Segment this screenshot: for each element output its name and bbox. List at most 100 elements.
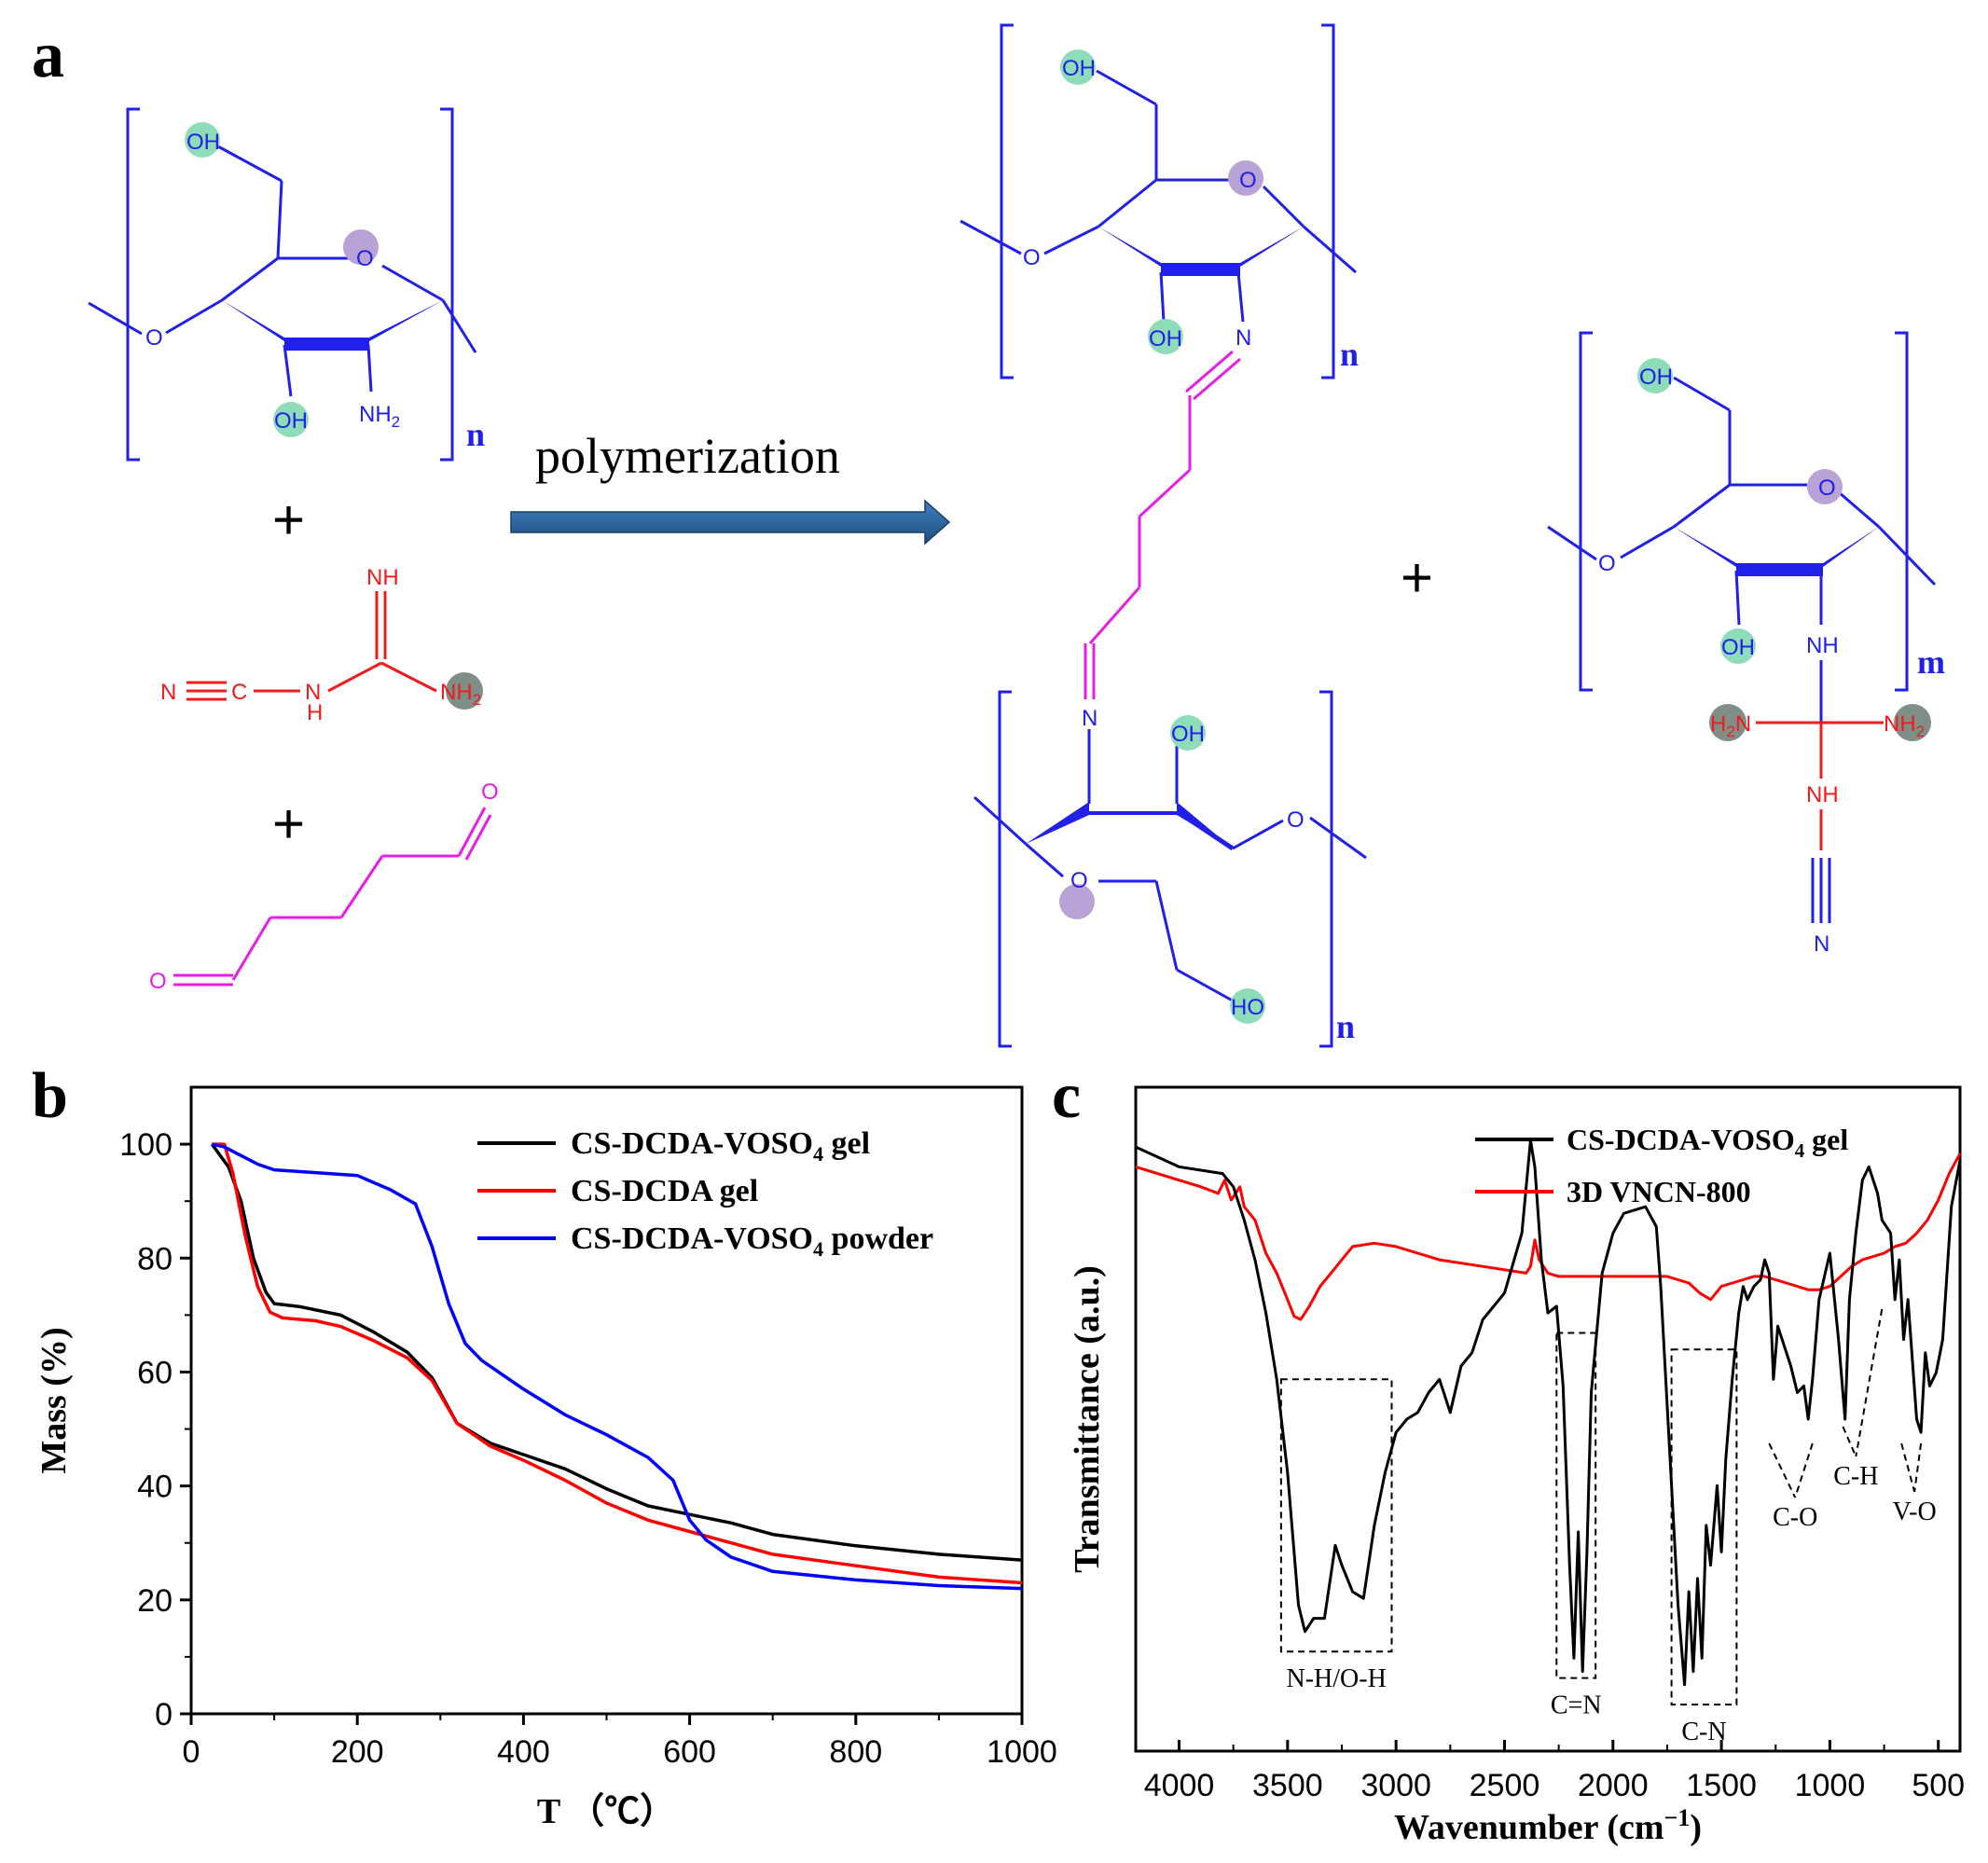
atom-oh: OH — [274, 408, 308, 434]
peak-label: C-O — [1773, 1503, 1817, 1532]
peak-leader-line — [1913, 1442, 1923, 1493]
glutaraldehyde-bridge — [1084, 350, 1241, 699]
x-tick-label: 2500 — [1470, 1768, 1540, 1803]
atom-o: O — [1818, 476, 1836, 501]
product-bottom-unit — [973, 690, 1367, 1048]
oh-highlight — [185, 122, 220, 158]
atom-oh: OH — [186, 130, 220, 155]
atom-oh: OH — [1062, 56, 1096, 81]
x-tick-label: 800 — [829, 1734, 882, 1770]
repeat-n: n — [1340, 336, 1359, 373]
oh-highlight — [1637, 358, 1673, 393]
panel-c-label: c — [1052, 1060, 1081, 1132]
axis-title-text: ) — [1690, 1808, 1702, 1847]
atom-n: N — [1814, 932, 1829, 957]
atom-o: O — [1023, 245, 1041, 270]
dcda-pendant — [1756, 660, 1884, 923]
plot-frame — [1134, 1085, 1962, 1753]
atom-o: O — [149, 969, 167, 994]
x-tick-label: 600 — [663, 1734, 716, 1770]
atom-nh: NH — [366, 565, 399, 590]
peak-leader-line — [1794, 1442, 1814, 1498]
peak-leader-line — [1900, 1442, 1916, 1493]
atom-oh: OH — [1171, 722, 1205, 747]
annotation-label: C=N — [1551, 1691, 1602, 1720]
x-tick-label: 4000 — [1144, 1768, 1215, 1803]
y-tick-label: 60 — [137, 1355, 173, 1390]
panel-b: b 0 200 400 600 800 1000 0 20 40 60 80 100 CS-DCDA-V… — [32, 1060, 1057, 1831]
atom-c: C — [231, 680, 247, 705]
atom-oh: OH — [1721, 635, 1755, 660]
oh-highlight — [273, 402, 309, 437]
legend-label: CS-DCDA-VOSO4 gel — [1567, 1123, 1848, 1162]
product-top-unit — [959, 23, 1357, 380]
legend-text: powder — [823, 1221, 933, 1256]
atom-o: O — [1287, 807, 1305, 833]
atom-n: N — [160, 680, 176, 705]
y-tick-label: 40 — [137, 1470, 173, 1505]
legend-text: CS-DCDA gel — [571, 1174, 758, 1208]
axis-title-superscript: −1 — [1664, 1804, 1691, 1831]
x-tick-label: 2000 — [1578, 1768, 1649, 1803]
x-tick-label: 200 — [331, 1734, 384, 1770]
series-line — [1135, 1138, 1962, 1687]
repeat-bracket-right — [1895, 331, 1909, 692]
atom-o: O — [1598, 551, 1616, 576]
x-tick-label: 3500 — [1252, 1768, 1323, 1803]
annotation-box — [1279, 1378, 1393, 1653]
atom-nh: NH — [1806, 633, 1839, 658]
oh-highlight — [1060, 49, 1096, 85]
atom-n: N — [1236, 325, 1251, 351]
legend-subscript: 4 — [1795, 1140, 1805, 1162]
x-tick-label: 1500 — [1686, 1768, 1757, 1803]
repeat-bracket-right — [1321, 23, 1335, 380]
chitosan-reactant — [88, 107, 477, 462]
repeat-bracket-right — [1319, 690, 1333, 1048]
nh2-highlight — [446, 672, 483, 710]
repeat-bracket-right — [440, 107, 454, 462]
x-axis-title: T （℃） — [537, 1792, 675, 1831]
atom-h2n: H2N — [1710, 711, 1751, 740]
atom-nh2: NH2 — [440, 680, 481, 709]
annotation-box — [1670, 1348, 1738, 1706]
annotation-box — [1555, 1332, 1597, 1679]
x-axis-title: Wavenumber (cm−1) — [1394, 1804, 1702, 1847]
atom-oh: OH — [1149, 326, 1182, 352]
legend-label: CS-DCDA-VOSO4 powder — [571, 1221, 933, 1261]
reaction-arrow-icon — [510, 499, 951, 545]
plus-sign: + — [272, 489, 305, 551]
arrow-label: polymerization — [535, 428, 840, 484]
series-line — [212, 1142, 1023, 1585]
atom-oh: OH — [1639, 365, 1673, 390]
legend-text: CS-DCDA-VOSO — [571, 1221, 813, 1256]
atom-n: N — [1082, 706, 1098, 731]
repeat-m: m — [1917, 643, 1945, 681]
repeat-bracket-left — [1579, 331, 1593, 692]
legend-text: 3D VNCN-800 — [1567, 1175, 1751, 1208]
x-tick-label: 1000 — [987, 1734, 1057, 1770]
o-highlight — [1059, 884, 1095, 919]
legend-text: CS-DCDA-VOSO — [1567, 1123, 1795, 1156]
annotation-label: N-H/O-H — [1287, 1664, 1387, 1693]
nh2-highlight — [1709, 704, 1746, 741]
series-line — [1135, 1152, 1962, 1321]
tga-chart: 0 200 400 600 800 1000 0 20 40 60 80 100 CS-DCDA-VOS… — [35, 1085, 1057, 1831]
glutaraldehyde-molecule — [173, 807, 492, 987]
peak-label: C-H — [1833, 1462, 1878, 1491]
x-tick-label: 0 — [183, 1734, 200, 1770]
peak-leader-line — [1768, 1442, 1797, 1498]
y-tick-label: 0 — [155, 1697, 173, 1732]
y-tick-label: 80 — [137, 1241, 173, 1276]
plus-sign: + — [1401, 546, 1433, 609]
dcda-molecule — [186, 591, 437, 701]
oh-highlight — [1170, 715, 1206, 751]
legend-text: gel — [823, 1126, 870, 1161]
atom-nh2: NH2 — [359, 402, 400, 431]
atom-o: O — [1070, 868, 1088, 893]
panel-a: a OH O O OH NH2 n + — [32, 20, 1945, 1048]
plus-sign: + — [272, 793, 305, 855]
repeat-bracket-left — [998, 690, 1012, 1048]
x-tick-label: 500 — [1912, 1768, 1965, 1803]
peak-leader-line — [1855, 1308, 1884, 1457]
y-axis-title: Transmittance (a.u.) — [1068, 1265, 1107, 1573]
